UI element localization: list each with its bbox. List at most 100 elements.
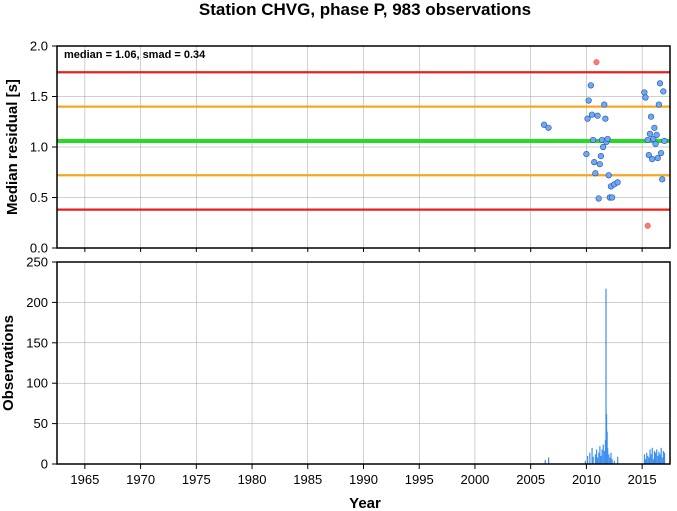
y-tick-label: 50	[34, 416, 48, 431]
residual-y-axis-label: Median residual [s]	[4, 79, 21, 215]
observation-bar	[613, 460, 615, 464]
x-tick-label: 1970	[126, 472, 155, 487]
data-point	[649, 156, 656, 163]
observation-bar	[591, 447, 593, 464]
year-x-ticks: 1965 1970 1975 1980 1985 1990 1995 2000 2005 2010…	[70, 464, 657, 487]
outlier-point	[644, 222, 651, 229]
x-tick-label: 1975	[182, 472, 211, 487]
y-tick-label: 250	[26, 255, 48, 270]
observation-bar	[597, 457, 599, 464]
x-tick-label: 2015	[628, 472, 657, 487]
x-tick-label: 1965	[70, 472, 99, 487]
y-tick-label: 200	[26, 295, 48, 310]
observation-bar	[548, 457, 550, 464]
observation-bar	[646, 452, 648, 464]
observation-bar	[587, 455, 589, 464]
observation-bar	[611, 459, 613, 464]
observation-bar	[592, 456, 594, 464]
observation-bar	[609, 457, 611, 464]
y-tick-label: 0.5	[30, 190, 48, 205]
observation-bar	[584, 460, 586, 464]
observation-bar	[655, 452, 657, 464]
data-point	[583, 150, 590, 158]
data-point	[653, 131, 660, 138]
observation-bar	[644, 459, 647, 464]
data-point	[614, 179, 621, 186]
data-point	[596, 161, 603, 168]
y-tick-label: 2.0	[30, 39, 48, 54]
observation-bar	[610, 452, 612, 464]
observation-bar	[652, 459, 654, 464]
observation-bar	[608, 454, 610, 464]
observation-bar	[599, 446, 601, 464]
observation-bar	[594, 454, 597, 464]
y-tick-label: 0	[41, 457, 48, 472]
observation-bar	[589, 452, 591, 464]
x-tick-label: 1995	[405, 472, 434, 487]
data-point	[644, 136, 651, 144]
observation-bar	[595, 449, 598, 464]
observation-bar	[647, 455, 649, 464]
x-tick-label: 2000	[460, 472, 489, 487]
observation-bar	[659, 454, 661, 464]
data-point	[540, 121, 548, 128]
observation-bar	[544, 459, 546, 464]
outlier-point	[593, 59, 600, 66]
data-point	[592, 170, 599, 177]
residual-y-ticks: 0.0 0.5 1.0 1.5 2.0	[30, 39, 643, 256]
data-point	[646, 130, 654, 137]
data-point	[595, 195, 602, 202]
data-point	[604, 135, 611, 143]
observation-bar	[643, 454, 646, 464]
x-tick-label: 1980	[238, 472, 267, 487]
y-tick-label: 150	[26, 335, 48, 350]
data-point	[641, 89, 648, 96]
observation-bar	[650, 454, 652, 464]
x-tick-label: 1990	[349, 472, 378, 487]
data-point	[655, 101, 662, 108]
data-point	[659, 176, 666, 183]
data-point	[545, 124, 552, 131]
observation-bar	[658, 451, 660, 464]
y-tick-label: 0.0	[30, 241, 48, 256]
data-point	[600, 143, 607, 151]
stats-annotation: median = 1.06, smad = 0.34	[64, 49, 206, 61]
data-point	[587, 82, 594, 89]
residual-panel: 0.0 0.5 1.0 1.5 2.0 median = 1.06, smad = 0.…	[4, 39, 671, 256]
data-point	[642, 94, 649, 101]
observation-bar	[662, 451, 665, 464]
observation-bar	[617, 456, 619, 464]
data-point	[661, 137, 668, 145]
observation-bar	[649, 449, 651, 464]
data-point	[608, 194, 616, 201]
y-tick-label: 100	[26, 376, 48, 391]
data-point	[652, 140, 659, 148]
observations-y-ticks: 0 50 100 150 200 250	[26, 255, 57, 472]
data-point	[601, 101, 608, 108]
year-x-axis-label: Year	[349, 495, 381, 511]
x-tick-label: 2005	[516, 472, 545, 487]
data-point	[597, 152, 604, 160]
observation-bar	[605, 288, 607, 464]
chart-title: Station CHVG, phase P, 983 observations	[199, 0, 531, 19]
observation-bar	[601, 449, 603, 464]
data-point	[602, 115, 609, 122]
observation-bar	[663, 452, 666, 464]
x-tick-label: 2010	[572, 472, 601, 487]
observation-bar	[598, 452, 600, 464]
observation-bar	[657, 455, 659, 464]
data-point	[589, 136, 597, 144]
observation-bar	[661, 457, 663, 464]
data-point	[645, 151, 652, 159]
observation-bar	[603, 451, 605, 464]
observation-bar	[600, 455, 602, 464]
observation-bar	[602, 444, 604, 464]
data-point	[660, 88, 667, 95]
data-point	[654, 155, 661, 162]
data-point	[647, 113, 655, 120]
y-tick-label: 1.0	[30, 140, 48, 155]
data-point	[591, 159, 598, 166]
observations-bars	[544, 288, 666, 464]
data-point	[594, 112, 601, 119]
